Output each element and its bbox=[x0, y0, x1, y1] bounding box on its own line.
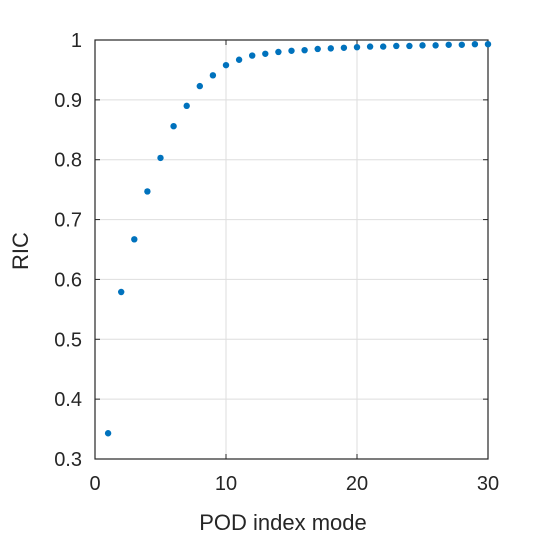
data-point bbox=[380, 43, 387, 50]
data-point bbox=[104, 430, 112, 437]
grid-lines bbox=[95, 40, 488, 459]
data-point bbox=[301, 46, 308, 54]
data-point bbox=[209, 72, 217, 79]
data-point bbox=[327, 45, 334, 52]
data-point bbox=[196, 82, 203, 90]
plot-frame bbox=[94, 39, 489, 460]
data-point bbox=[183, 102, 190, 110]
data-point bbox=[406, 42, 413, 50]
data-point bbox=[288, 47, 295, 54]
data-point bbox=[340, 44, 348, 51]
y-tick-label: 0.5 bbox=[54, 329, 82, 351]
axes-box bbox=[94, 39, 489, 460]
data-points bbox=[104, 40, 492, 437]
data-point bbox=[484, 40, 492, 48]
data-point bbox=[445, 41, 452, 48]
x-tick-label: 0 bbox=[89, 473, 100, 495]
x-tick-label: 10 bbox=[215, 473, 237, 495]
x-tick-label: 30 bbox=[477, 473, 499, 495]
data-point bbox=[222, 61, 230, 69]
y-tick-label: 0.4 bbox=[54, 389, 82, 411]
x-axis-label: POD index mode bbox=[199, 510, 367, 535]
y-tick-label: 1 bbox=[71, 30, 82, 52]
data-point bbox=[393, 42, 400, 50]
data-point bbox=[170, 122, 177, 130]
tick-labels: 0 10 20 30 0.3 0.4 0.5 0.6 0.7 0.8 0.9 1 bbox=[54, 30, 499, 495]
x-tick-label: 20 bbox=[346, 473, 368, 495]
y-tick-label: 0.3 bbox=[54, 449, 82, 471]
data-point bbox=[131, 236, 138, 243]
data-point bbox=[275, 48, 282, 56]
data-point bbox=[419, 42, 426, 49]
data-point bbox=[353, 43, 361, 51]
y-tick-label: 0.7 bbox=[54, 210, 82, 232]
data-point bbox=[118, 288, 125, 296]
data-point bbox=[235, 56, 243, 63]
data-point bbox=[157, 154, 164, 162]
data-point bbox=[314, 45, 321, 53]
y-tick-label: 0.9 bbox=[54, 90, 82, 112]
data-point bbox=[366, 43, 374, 50]
data-point bbox=[144, 188, 151, 195]
y-tick-label: 0.6 bbox=[54, 269, 82, 291]
data-point bbox=[432, 42, 439, 49]
data-point bbox=[471, 40, 479, 48]
tick-marks bbox=[94, 39, 489, 460]
y-tick-label: 0.8 bbox=[54, 150, 82, 172]
data-point bbox=[249, 52, 256, 59]
data-point bbox=[262, 50, 269, 57]
y-axis-label: RIC bbox=[8, 232, 33, 270]
data-point bbox=[458, 41, 465, 48]
